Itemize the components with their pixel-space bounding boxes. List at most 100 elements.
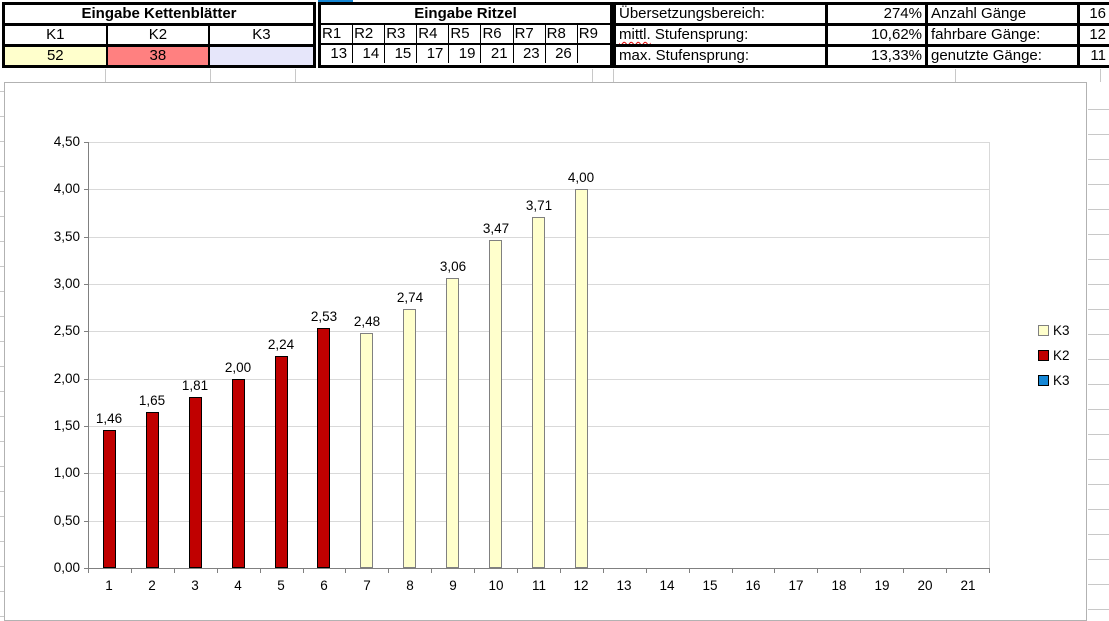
stats-value2[interactable]: 16: [1089, 5, 1106, 22]
y-axis-tick: [84, 568, 88, 569]
stats-value[interactable]: 274%: [828, 5, 928, 23]
x-axis-label: 6: [320, 578, 328, 593]
stats-row: max. Stufensprung: 13,33% genutzte Gänge: 1…: [616, 47, 1109, 65]
bar-value-label: 1,46: [95, 411, 123, 426]
x-axis-line: [88, 568, 990, 569]
ritzel-title: Eingabe Ritzel: [321, 5, 610, 25]
stats-value2[interactable]: 12: [1089, 26, 1106, 43]
ritzel-header-cell-r2[interactable]: R2: [353, 25, 386, 43]
kettenblatt-value-cell-k2[interactable]: 38: [107, 47, 211, 65]
y-axis-tick: [84, 189, 88, 190]
bar-k2-cat4[interactable]: [232, 379, 245, 568]
stats-label2[interactable]: genutzte Gänge:: [928, 47, 1080, 65]
ritzel-header-cell-r1[interactable]: R1: [321, 25, 354, 43]
gridline-stub: [1100, 69, 1101, 82]
bar-k3-cat12[interactable]: [575, 189, 588, 568]
kettenblatt-header-cell-k2[interactable]: K2: [108, 26, 211, 44]
ritzel-value-row: 13 14 15 17 19 21 23 26: [321, 45, 610, 63]
x-axis-tick: [560, 569, 561, 573]
stats-value[interactable]: 13,33%: [828, 47, 928, 65]
ritzel-value-cell-r7[interactable]: 23: [514, 45, 546, 63]
ritzel-header-row: R1 R2 R3 R4 R5 R6 R7 R8 R9: [321, 25, 610, 45]
ritzel-value-cell-r3[interactable]: 15: [385, 45, 418, 63]
gridline-stub: [592, 69, 593, 82]
ritzel-value-cell-r2[interactable]: 14: [353, 45, 386, 63]
x-axis-tick: [345, 569, 346, 573]
x-axis-tick: [989, 569, 990, 573]
kettenblatt-header-cell-k1[interactable]: K1: [5, 26, 108, 44]
bar-k2-cat3[interactable]: [189, 397, 202, 568]
ritzel-value-cell-r1[interactable]: 13: [321, 45, 354, 63]
x-axis-tick: [217, 569, 218, 573]
ritzel-value-cell-r8[interactable]: 26: [546, 45, 578, 63]
x-axis-tick: [174, 569, 175, 573]
legend-label: K3: [1053, 373, 1070, 388]
gridline-stub: [105, 69, 106, 82]
kettenblaetter-value-row: 52 38: [5, 47, 313, 65]
bar-k2-cat1[interactable]: [103, 430, 116, 568]
bar-k3-cat11[interactable]: [532, 217, 545, 568]
kettenblatt-value-cell-k1[interactable]: 52: [5, 47, 108, 65]
bar-k3-cat10[interactable]: [489, 240, 502, 568]
stats-label[interactable]: max. Stufensprung:: [616, 47, 828, 65]
bar-value-label: 4,00: [567, 170, 595, 185]
ritzel-header-cell-r4[interactable]: R4: [417, 25, 450, 43]
y-axis-tick: [84, 284, 88, 285]
bar-k3-cat7[interactable]: [360, 333, 373, 568]
y-axis-tick: [84, 331, 88, 332]
legend-label: K2: [1053, 348, 1070, 363]
bar-k2-cat2[interactable]: [146, 412, 159, 568]
plot-right-border: [989, 142, 990, 568]
y-axis-label: 1,50: [53, 418, 80, 433]
x-axis-label: 19: [874, 578, 890, 593]
y-axis-label: 0,50: [53, 513, 80, 528]
x-axis-label: 2: [148, 578, 156, 593]
bar-value-label: 1,65: [138, 393, 166, 408]
y-axis-label: 2,50: [53, 323, 80, 338]
stats-label2[interactable]: fahrbare Gänge:: [928, 26, 1080, 44]
kettenblatt-value-cell-k3[interactable]: [210, 47, 313, 65]
kettenblaetter-table: Eingabe Kettenblätter K1 K2 K3 52 38: [2, 2, 316, 68]
stats-label2[interactable]: Anzahl Gänge: [928, 5, 1080, 23]
y-axis-label: 1,00: [53, 465, 80, 480]
stats-table: Übersetzungsbereich: 274% Anzahl Gänge 16 mi…: [613, 2, 1109, 68]
gear-ratio-chart[interactable]: 0,00 0,50 1,00 1,50 2,00 2,50 3,00 3,50 4,00 4,50…: [4, 82, 1087, 621]
x-axis-tick: [474, 569, 475, 573]
gridline-stub: [210, 69, 211, 82]
x-axis-tick: [260, 569, 261, 573]
bar-k3-cat8[interactable]: [403, 309, 416, 568]
ritzel-header-cell-r9[interactable]: R9: [578, 25, 598, 42]
ritzel-header-cell-r8[interactable]: R8: [546, 25, 578, 43]
bar-k2-cat6[interactable]: [317, 328, 330, 568]
ritzel-header-cell-r7[interactable]: R7: [514, 25, 546, 43]
ritzel-value-cell-r5[interactable]: 19: [449, 45, 482, 63]
ritzel-header-cell-r3[interactable]: R3: [385, 25, 418, 43]
x-axis-tick: [817, 569, 818, 573]
y-axis-tick: [84, 426, 88, 427]
stats-value2[interactable]: 11: [1090, 47, 1106, 64]
y-axis-tick: [84, 379, 88, 380]
bar-value-label: 2,00: [224, 360, 252, 375]
ritzel-value-cell-r9[interactable]: [578, 45, 610, 63]
stats-label[interactable]: Übersetzungsbereich:: [616, 5, 828, 23]
ritzel-table: Eingabe Ritzel R1 R2 R3 R4 R5 R6 R7 R8 R9 13 14 15…: [318, 2, 613, 68]
bar-value-label: 2,53: [310, 309, 338, 324]
x-axis-label: 5: [277, 578, 285, 593]
ritzel-header-cell-r5[interactable]: R5: [449, 25, 482, 43]
x-axis-label: 13: [616, 578, 632, 593]
ritzel-value-cell-r6[interactable]: 21: [481, 45, 514, 63]
bar-k2-cat5[interactable]: [275, 356, 288, 568]
bar-k3-cat9[interactable]: [446, 278, 459, 568]
legend-color-swatch-icon: [1038, 350, 1049, 361]
y-gridline: [88, 142, 989, 143]
x-axis-label: 10: [488, 578, 504, 593]
ritzel-header-cell-r6[interactable]: R6: [481, 25, 514, 43]
misspelled-word: mittl.: [619, 26, 651, 43]
ritzel-value-cell-r4[interactable]: 17: [417, 45, 450, 63]
kettenblatt-header-cell-k3[interactable]: K3: [252, 26, 271, 43]
x-axis-tick: [774, 569, 775, 573]
stats-label[interactable]: mittl. Stufensprung:: [616, 26, 828, 44]
y-axis-label: 0,00: [53, 560, 80, 575]
x-axis-tick: [88, 569, 89, 573]
stats-value[interactable]: 10,62%: [828, 26, 928, 44]
